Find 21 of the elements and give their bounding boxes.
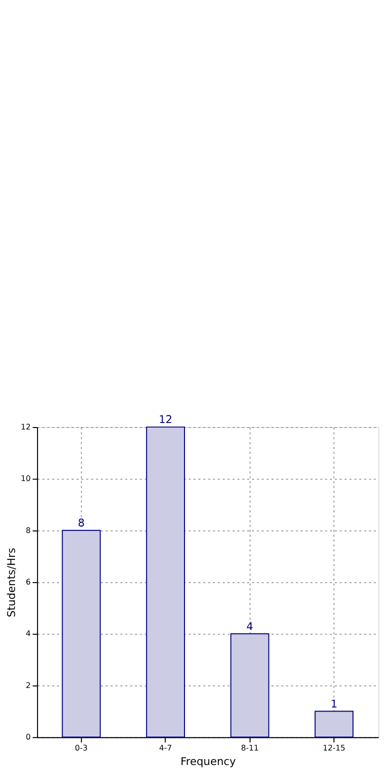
- x-axis-title: Frequency: [180, 754, 237, 768]
- x-tick-label: 12-15: [322, 743, 346, 752]
- y-tick-label: 0: [26, 732, 31, 742]
- bar: [62, 530, 101, 738]
- bar: [230, 633, 270, 738]
- y-tick-label: 6: [26, 578, 31, 587]
- y-tick-label: 8: [26, 526, 31, 535]
- y-tick-label: 2: [26, 680, 31, 690]
- y-tick-label: 4: [26, 629, 31, 638]
- data-label: 4: [246, 620, 254, 633]
- x-tick-label: 8-11: [240, 743, 259, 752]
- x-tick-label: 0-3: [74, 743, 88, 752]
- y-tick-label: 12: [20, 422, 31, 432]
- bar: [314, 710, 354, 738]
- y-tick-label: 10: [20, 474, 31, 484]
- data-label: 12: [158, 413, 172, 426]
- data-label: 8: [78, 516, 85, 530]
- y-axis-title: Students/Hrs: [4, 547, 18, 618]
- bar: [146, 426, 185, 738]
- data-label: 1: [330, 697, 338, 710]
- x-tick-label: 4-7: [159, 743, 172, 752]
